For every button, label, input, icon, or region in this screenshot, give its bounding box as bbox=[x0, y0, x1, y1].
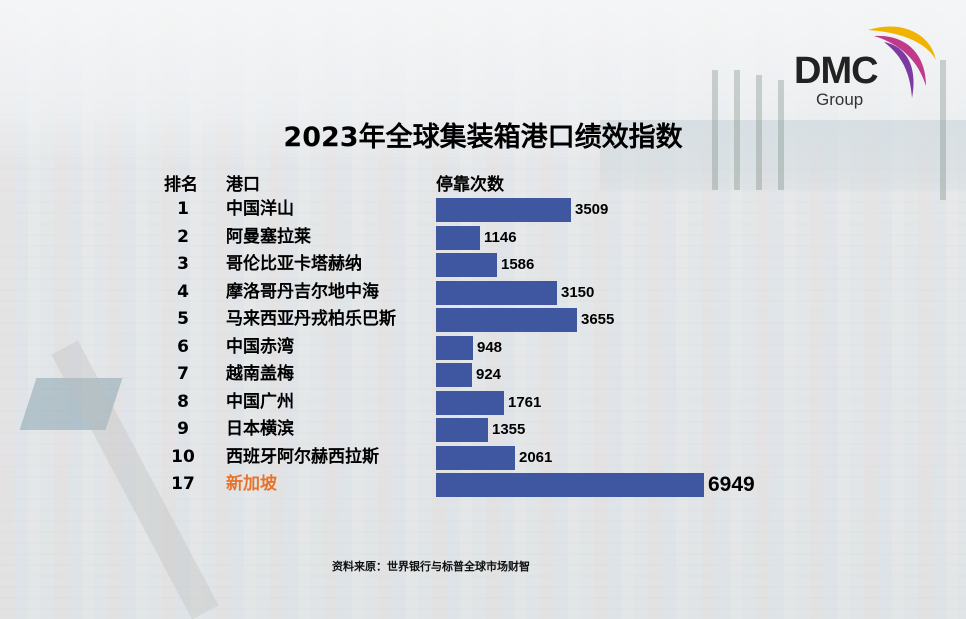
crane-decoration bbox=[734, 70, 740, 190]
bar bbox=[436, 225, 480, 250]
rank-header: 排名 bbox=[164, 175, 198, 195]
port-label: 阿曼塞拉莱 bbox=[226, 226, 311, 247]
rank-label: 3 bbox=[177, 254, 189, 274]
chart-title: 2023年全球集装箱港口绩效指数 bbox=[283, 122, 683, 153]
data-label: 1761 bbox=[508, 393, 542, 411]
port-label: 西班牙阿尔赫西拉斯 bbox=[226, 446, 379, 467]
crane-decoration bbox=[778, 80, 784, 190]
port-label: 中国赤湾 bbox=[226, 336, 294, 357]
table-row: 2 阿曼塞拉莱 1146 bbox=[0, 224, 966, 251]
table-row: 17 新加坡 6949 bbox=[0, 471, 966, 498]
rank-label: 8 bbox=[177, 391, 189, 412]
value-header: 停靠次数 bbox=[436, 175, 504, 195]
rank-label: 17 bbox=[171, 474, 195, 494]
port-label: 日本横滨 bbox=[226, 419, 294, 439]
data-label: 948 bbox=[477, 338, 503, 356]
port-label: 中国洋山 bbox=[226, 199, 294, 219]
rank-label: 2 bbox=[177, 226, 189, 247]
bar bbox=[436, 363, 472, 387]
bar bbox=[436, 473, 704, 497]
rank-label: 1 bbox=[177, 199, 189, 219]
table-row: 4 摩洛哥丹吉尔地中海 3150 bbox=[0, 279, 966, 306]
data-label: 3655 bbox=[581, 311, 615, 328]
rank-label: 7 bbox=[177, 364, 189, 384]
bar bbox=[436, 198, 571, 222]
logo-wordmark: DMC bbox=[794, 50, 879, 92]
table-row: 9 日本横滨 1355 bbox=[0, 416, 966, 443]
port-label: 中国广州 bbox=[226, 391, 294, 412]
data-label: 3150 bbox=[561, 283, 595, 301]
data-label: 3509 bbox=[575, 201, 609, 218]
port-header: 港口 bbox=[226, 175, 260, 195]
bar bbox=[436, 253, 497, 277]
port-label: 新加坡 bbox=[226, 474, 277, 494]
table-row: 1 中国洋山 3509 bbox=[0, 196, 966, 223]
port-label: 摩洛哥丹吉尔地中海 bbox=[226, 281, 379, 302]
table-row: 6 中国赤湾 948 bbox=[0, 334, 966, 361]
data-label: 1586 bbox=[501, 256, 535, 273]
rank-label: 6 bbox=[177, 336, 189, 357]
rank-label: 5 bbox=[177, 309, 189, 329]
port-label: 马来西亚丹戎柏乐巴斯 bbox=[226, 309, 396, 329]
source-note: 资料来原：世界银行与标普全球市场财智 bbox=[332, 560, 530, 573]
bar bbox=[436, 390, 504, 415]
crane-decoration bbox=[756, 75, 762, 190]
table-row: 10 西班牙阿尔赫西拉斯 2061 bbox=[0, 444, 966, 471]
data-label: 6949 bbox=[708, 473, 755, 496]
table-row: 8 中国广州 1761 bbox=[0, 389, 966, 416]
data-label: 924 bbox=[476, 366, 502, 383]
data-label: 1146 bbox=[484, 228, 517, 246]
dmc-swoosh-icon bbox=[868, 26, 936, 98]
rank-label: 4 bbox=[177, 281, 189, 302]
bar bbox=[436, 445, 515, 470]
port-label: 哥伦比亚卡塔赫纳 bbox=[226, 254, 362, 274]
bar bbox=[436, 280, 557, 305]
rank-label: 10 bbox=[171, 446, 195, 467]
dmc-logo: DMC Group bbox=[790, 20, 950, 110]
rank-label: 9 bbox=[177, 419, 189, 439]
data-label: 1355 bbox=[492, 421, 526, 438]
bar bbox=[436, 308, 577, 332]
bar bbox=[436, 418, 488, 442]
logo-subtitle: Group bbox=[816, 90, 864, 109]
table-row: 7 越南盖梅 924 bbox=[0, 361, 966, 388]
table-row: 5 马来西亚丹戎柏乐巴斯 3655 bbox=[0, 306, 966, 333]
crane-decoration bbox=[712, 70, 718, 190]
harbor-water bbox=[600, 120, 966, 190]
crane-decoration bbox=[940, 60, 946, 200]
bar bbox=[436, 335, 473, 360]
table-row: 3 哥伦比亚卡塔赫纳 1586 bbox=[0, 251, 966, 278]
port-label: 越南盖梅 bbox=[226, 364, 294, 384]
data-label: 2061 bbox=[519, 448, 553, 466]
